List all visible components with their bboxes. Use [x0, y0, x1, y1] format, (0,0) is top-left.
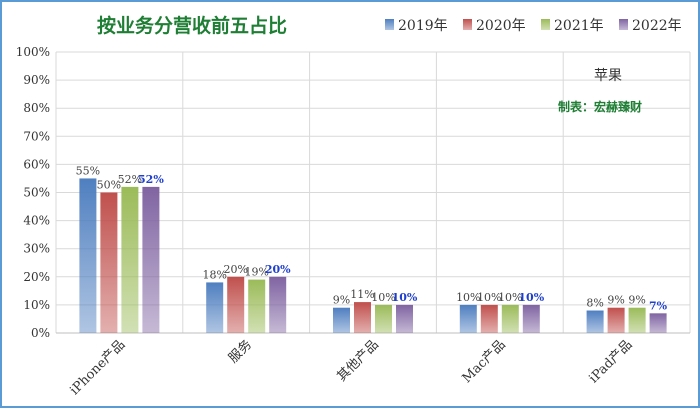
gridlines — [55, 51, 691, 334]
data-label: 19% — [244, 266, 268, 279]
bar — [248, 279, 266, 333]
bar — [142, 186, 160, 333]
bar — [628, 307, 646, 333]
y-tick-label: 40% — [23, 214, 50, 228]
legend-label: 2021年 — [554, 18, 604, 34]
data-label: 52% — [138, 173, 164, 186]
data-label: 9% — [333, 294, 350, 307]
y-tick-label: 100% — [16, 45, 50, 59]
bar — [354, 302, 371, 333]
data-label: 50% — [97, 179, 121, 192]
y-tick-label: 0% — [31, 326, 50, 340]
data-label: 20% — [265, 263, 291, 276]
category-label: iPhone产品 — [67, 337, 128, 398]
credit-label: 制表：宏赫臻财 — [558, 99, 642, 114]
legend-swatch — [385, 19, 394, 30]
data-label: 10% — [456, 291, 480, 304]
bar — [121, 186, 139, 333]
data-label: 7% — [649, 299, 668, 312]
y-tick-label: 70% — [23, 129, 50, 143]
legend-swatch — [541, 19, 550, 30]
y-tick-label: 20% — [23, 270, 50, 284]
legend: 2019年 2020年 2021年 2022年 — [385, 18, 682, 34]
y-tick-label: 10% — [23, 298, 50, 312]
legend-swatch — [619, 19, 628, 30]
data-label: 10% — [498, 291, 522, 304]
bar — [100, 192, 118, 333]
bar — [206, 282, 224, 333]
bar — [269, 276, 287, 333]
category-label: 服务 — [225, 337, 255, 367]
bar — [227, 276, 245, 333]
bar — [459, 304, 477, 333]
data-label: 9% — [628, 294, 645, 307]
data-label: 11% — [350, 288, 374, 301]
chart-title: 按业务分营收前五占比 — [97, 14, 287, 37]
bar — [522, 304, 540, 333]
data-label: 10% — [477, 291, 501, 304]
category-label: 其他产品 — [334, 337, 381, 384]
y-axis-ticks: 0% 10% 20% 30% 40% 50% 60% 70% 80% 90% 100% — [16, 45, 50, 340]
legend-label: 2019年 — [398, 18, 448, 34]
data-label: 10% — [392, 291, 418, 304]
y-tick-label: 60% — [23, 157, 50, 171]
data-label: 9% — [607, 294, 624, 307]
bar — [375, 304, 392, 333]
bar — [586, 310, 604, 333]
bar — [333, 307, 350, 333]
data-label: 8% — [586, 297, 603, 310]
y-tick-label: 90% — [23, 73, 50, 87]
data-label: 55% — [76, 164, 100, 177]
bars — [79, 178, 667, 333]
bar — [480, 304, 498, 333]
data-label: 20% — [223, 263, 247, 276]
data-label: 10% — [518, 291, 544, 304]
y-tick-label: 30% — [23, 242, 50, 256]
legend-label: 2020年 — [476, 18, 526, 34]
company-label: 苹果 — [594, 68, 622, 84]
category-label: Mac产品 — [460, 337, 509, 386]
bar — [396, 304, 413, 333]
bar — [649, 313, 667, 333]
bar — [607, 307, 625, 333]
category-labels: iPhone产品 服务 其他产品 Mac产品 iPad产品 — [67, 337, 635, 399]
legend-swatch — [463, 19, 472, 30]
data-label: 10% — [371, 291, 395, 304]
bar — [501, 304, 519, 333]
y-tick-label: 50% — [23, 186, 50, 200]
legend-label: 2022年 — [632, 18, 682, 34]
data-labels: 55%50%52%52%18%20%19%20%9% 11%10%10% 10%10… — [76, 164, 668, 312]
data-label: 18% — [202, 268, 226, 281]
bar — [79, 178, 97, 333]
y-tick-label: 80% — [23, 101, 50, 115]
data-label: 52% — [118, 173, 142, 186]
category-label: iPad产品 — [586, 337, 635, 386]
